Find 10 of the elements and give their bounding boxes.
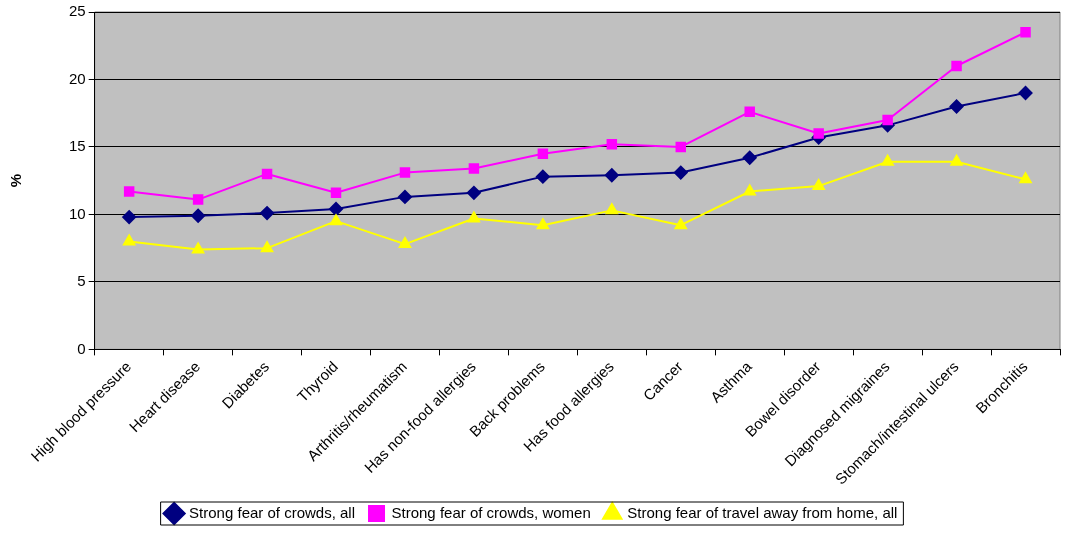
y-tick-label: 25 xyxy=(69,2,86,20)
y-tick-label: 15 xyxy=(69,137,86,155)
y-tick-label: 0 xyxy=(77,339,86,357)
y-tick-label: 10 xyxy=(69,204,86,222)
legend-label: Strong fear of crowds, all xyxy=(189,503,356,521)
legend-label: Strong fear of crowds, women xyxy=(391,503,591,521)
legend-label: Strong fear of travel away from home, all xyxy=(627,503,898,521)
y-axis-title: % xyxy=(7,174,25,188)
y-tick-label: 5 xyxy=(77,272,86,290)
y-tick-label: 20 xyxy=(69,69,86,87)
